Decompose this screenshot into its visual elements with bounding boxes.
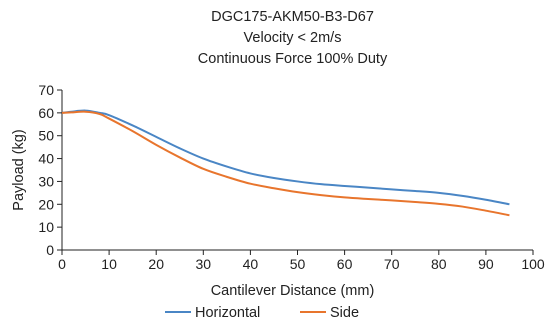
y-tick-label: 70 [38, 82, 54, 98]
y-tick-label: 30 [38, 173, 54, 189]
plot-area [61, 90, 533, 251]
x-tick-label: 10 [101, 256, 117, 272]
y-tick-label: 60 [38, 105, 54, 121]
chart-title-line: DGC175-AKM50-B3-D67 [211, 9, 374, 25]
x-tick-label: 80 [431, 256, 447, 272]
y-tick-label: 20 [38, 196, 54, 212]
x-tick-label: 50 [290, 256, 306, 272]
y-tick-label: 40 [38, 151, 54, 167]
legend-label-horizontal: Horizontal [195, 305, 260, 321]
x-tick-label: 100 [521, 256, 545, 272]
legend: Horizontal Side [165, 305, 359, 321]
x-tick-label: 30 [196, 256, 212, 272]
chart-title: DGC175-AKM50-B3-D67 Velocity < 2m/s Contin… [198, 9, 388, 67]
x-tick-label: 40 [243, 256, 259, 272]
x-tick-label: 90 [478, 256, 494, 272]
x-tick-label: 70 [384, 256, 400, 272]
x-tick-label: 20 [148, 256, 164, 272]
y-tick-label: 0 [46, 242, 54, 258]
chart-title-line: Velocity < 2m/s [244, 30, 342, 46]
series-line-side [61, 110, 510, 217]
y-axis-label: Payload (kg) [11, 129, 27, 210]
x-tick-label: 60 [337, 256, 353, 272]
x-tick-label: 0 [58, 256, 66, 272]
y-tick-label: 10 [38, 219, 54, 235]
y-tick-label: 50 [38, 128, 54, 144]
chart-title-line: Continuous Force 100% Duty [198, 51, 388, 67]
y-axis-ticks: 0 10 20 30 40 50 60 70 [38, 82, 62, 258]
series-line-horizontal [61, 109, 510, 206]
legend-label-side: Side [330, 305, 359, 321]
x-axis-label: Cantilever Distance (mm) [211, 283, 375, 299]
x-axis-ticks: 0 10 20 30 40 50 60 70 80 90 100 [58, 250, 545, 272]
